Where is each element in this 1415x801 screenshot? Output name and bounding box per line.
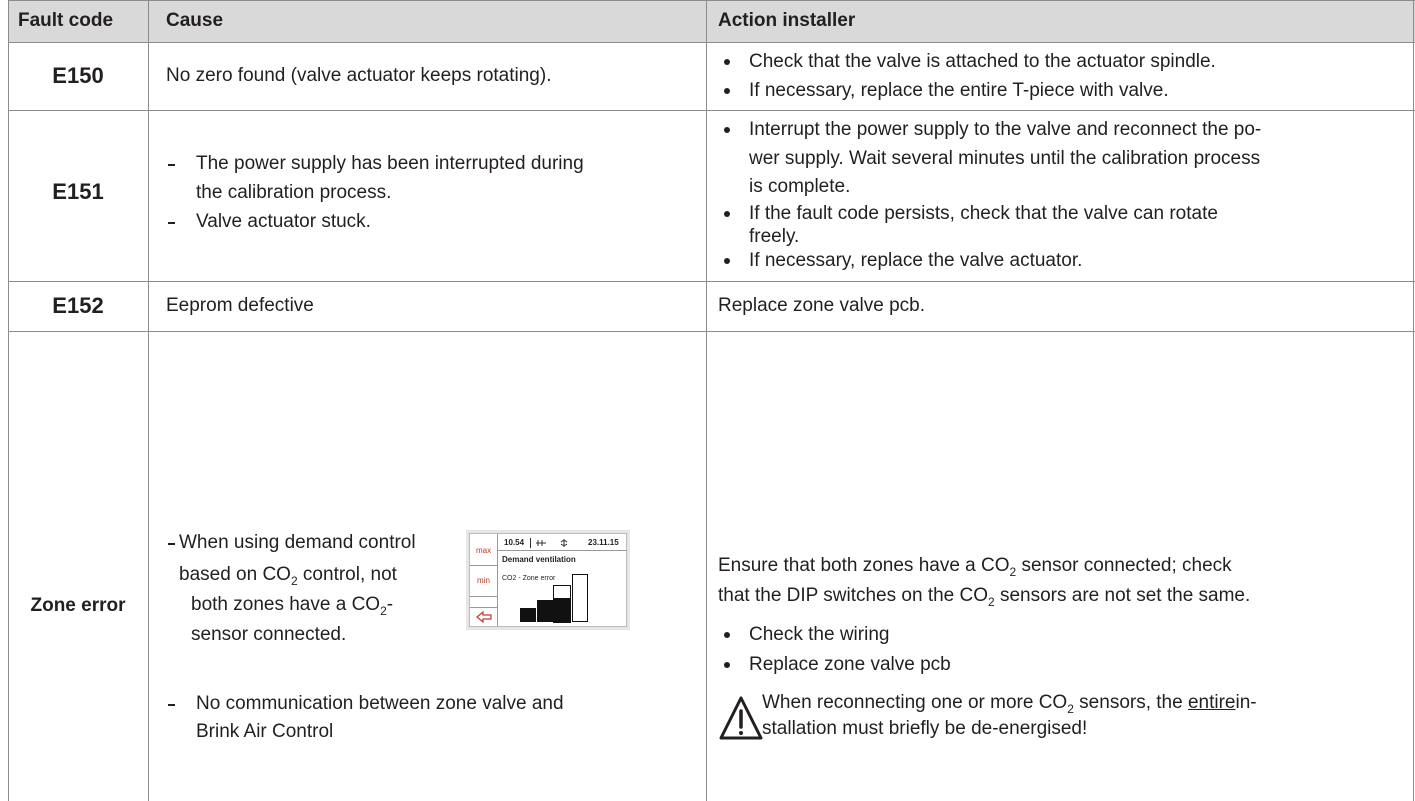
cause-text: Valve actuator stuck. [196, 211, 371, 232]
cause-text: based on CO2 control, not [179, 564, 397, 588]
cause-text: Brink Air Control [196, 721, 334, 742]
subscript: 2 [290, 574, 298, 588]
dash [168, 543, 175, 545]
column-border [706, 0, 707, 801]
bullet [724, 88, 730, 94]
cause-text: No zero found (valve actuator keeps rota… [166, 65, 552, 86]
action-text: freely. [749, 226, 800, 247]
column-border [8, 0, 9, 801]
side-divider [470, 607, 497, 608]
column-border [148, 0, 149, 801]
cause-text: The power supply has been interrupted du… [196, 153, 584, 174]
row-border [8, 281, 1415, 282]
row-border [8, 0, 1415, 1]
dash [168, 164, 175, 166]
column-border [1413, 0, 1414, 801]
action-text: Replace zone valve pcb [749, 654, 951, 675]
text: sensors are not set the same. [994, 585, 1251, 606]
subscript: 2 [1009, 565, 1017, 579]
subscript: 2 [380, 604, 387, 618]
cause-text: sensor connected. [191, 624, 347, 645]
text: in- [1235, 692, 1257, 713]
display-icons [536, 539, 568, 547]
dash [168, 704, 175, 706]
text: sensor connected; check [1016, 555, 1232, 576]
header-cell: Action installer [718, 10, 856, 31]
display-screen: max min 10.54 23.11.15 Demand ventilatio… [469, 533, 627, 627]
display-date: 23.11.15 [588, 538, 619, 547]
action-text: Interrupt the power supply to the valve … [749, 119, 1262, 140]
display-time: 10.54 [504, 538, 525, 547]
side-divider [470, 596, 497, 597]
action-text: wer supply. Wait several minutes until t… [749, 148, 1261, 169]
side-divider [470, 565, 497, 566]
fault-code: E150 [52, 63, 104, 88]
cause-text: the calibration process. [196, 182, 392, 203]
bullet [724, 59, 730, 65]
display-screenshot: max min 10.54 23.11.15 Demand ventilatio… [466, 530, 630, 630]
display-label: max [476, 546, 492, 555]
cause-text: Eeprom defective [166, 295, 314, 316]
display-title: Demand ventilation [502, 555, 576, 564]
action-text: Check the wiring [749, 624, 890, 645]
action-text: Replace zone valve pcb. [718, 295, 926, 316]
back-arrow [476, 610, 492, 624]
warning-icon [719, 696, 763, 740]
display-bar [572, 574, 588, 622]
bullet [724, 211, 730, 217]
bullet [724, 662, 730, 668]
cause-text: No communication between zone valve and [196, 693, 564, 714]
display-divider [530, 538, 531, 548]
display-status: CO2 - Zone error [502, 575, 556, 582]
fault-code: E152 [52, 293, 104, 318]
text: sensors, the [1073, 692, 1188, 713]
text: both zones have a CO [191, 594, 381, 615]
cause-text: When using demand control [179, 532, 416, 553]
bullet [724, 258, 730, 264]
fault-code: Zone error [30, 595, 126, 616]
action-text: If the fault code persists, check that t… [749, 203, 1218, 224]
text: When reconnecting one or more CO [762, 692, 1068, 713]
action-text: that the DIP switches on the CO2 sensors… [718, 585, 1251, 609]
bullet [724, 632, 730, 638]
display-label: min [477, 576, 490, 585]
text: - [386, 594, 394, 615]
header-cell: Cause [166, 10, 224, 31]
dash [168, 222, 175, 224]
text: that the DIP switches on the CO [718, 585, 989, 606]
subscript: 2 [988, 595, 995, 609]
warning-text: stallation must briefly be de-energised! [762, 718, 1088, 739]
action-text: is complete. [749, 176, 851, 197]
display-bar [537, 600, 553, 622]
subscript: 2 [1067, 702, 1074, 716]
warning-text: When reconnecting one or more CO2 sensor… [762, 692, 1257, 716]
fault-code: E151 [52, 179, 104, 204]
row-border [8, 42, 1415, 43]
action-text: If necessary, replace the valve actuator… [749, 250, 1083, 271]
header-cell: Fault code [18, 10, 114, 31]
bullet [724, 127, 730, 133]
text: Ensure that both zones have a CO [718, 555, 1010, 576]
display-bar [553, 585, 571, 623]
header-background [8, 0, 1415, 42]
display-bar [520, 608, 536, 622]
text: based on CO [179, 564, 291, 585]
display-divider [497, 550, 627, 551]
row-border [8, 110, 1415, 111]
underlined-text: entire [1187, 692, 1236, 713]
cause-text: both zones have a CO2- [191, 594, 394, 618]
action-text: Check that the valve is attached to the … [749, 51, 1216, 72]
action-text: Ensure that both zones have a CO2 sensor… [718, 555, 1232, 579]
side-panel [470, 534, 498, 626]
action-text: If necessary, replace the entire T-piece… [749, 80, 1169, 101]
text: control, not [297, 564, 397, 585]
row-border [8, 331, 1415, 332]
